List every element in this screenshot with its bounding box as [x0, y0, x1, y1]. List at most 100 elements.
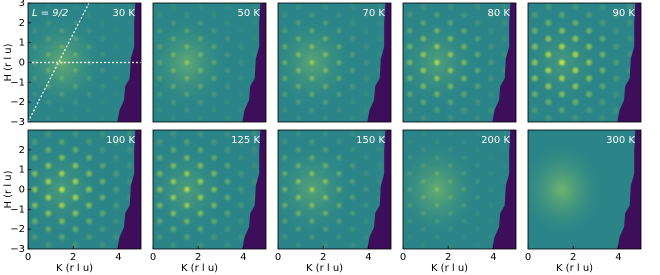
bragg-spot — [157, 248, 163, 249]
bragg-spot — [59, 130, 65, 131]
bragg-spot — [182, 26, 192, 35]
panel-frame — [402, 2, 517, 123]
bragg-spot — [558, 121, 565, 122]
bragg-spot — [280, 153, 290, 163]
bragg-spot — [419, 161, 428, 170]
bragg-spot — [236, 10, 246, 20]
bragg-spot — [209, 232, 219, 242]
bragg-spot — [348, 34, 357, 44]
bragg-spot — [182, 10, 192, 20]
bragg-spot — [236, 26, 246, 35]
bragg-spot — [115, 121, 117, 122]
bragg-spot — [223, 34, 232, 43]
bragg-spot — [182, 232, 192, 242]
bragg-spot — [487, 217, 496, 226]
bragg-spot — [500, 18, 510, 28]
x-tick-label: 0 — [400, 252, 406, 263]
bragg-spot — [236, 184, 246, 195]
bragg-spot — [361, 58, 371, 67]
bragg-spot — [239, 121, 243, 122]
bragg-spot — [515, 121, 516, 122]
bragg-spot — [361, 200, 371, 210]
bragg-spot — [112, 74, 121, 83]
bragg-spot — [486, 26, 496, 36]
bragg-spot — [348, 81, 357, 91]
bragg-spot — [155, 200, 165, 211]
bragg-spot — [57, 90, 66, 99]
bragg-spot — [556, 41, 567, 52]
bragg-spot — [529, 41, 540, 52]
bragg-spot — [321, 193, 330, 202]
bragg-spot — [223, 82, 232, 91]
panel — [153, 3, 266, 122]
bragg-spot — [321, 81, 330, 91]
bragg-spot — [30, 106, 39, 115]
bragg-spot — [97, 176, 108, 187]
bragg-spot — [611, 57, 622, 68]
bragg-spot — [29, 152, 40, 163]
bragg-spot — [556, 9, 567, 20]
bragg-spot — [321, 50, 330, 59]
x-tick-label: 4 — [490, 252, 496, 263]
bragg-spot — [529, 89, 540, 100]
bragg-spot — [405, 42, 415, 52]
bragg-spot — [432, 42, 442, 52]
bragg-spot — [84, 152, 94, 163]
bragg-spot — [584, 9, 594, 20]
bragg-spot — [209, 58, 219, 67]
bragg-spot — [611, 89, 622, 100]
bragg-spot — [168, 208, 179, 218]
no-data-wedge — [117, 3, 141, 122]
bragg-spot — [459, 105, 469, 115]
bragg-spot — [432, 169, 441, 178]
bragg-spot — [418, 81, 428, 91]
bragg-spot — [140, 248, 141, 249]
bragg-spot — [446, 241, 455, 249]
bragg-spot — [294, 66, 303, 75]
bragg-spot — [486, 10, 496, 20]
bragg-spot — [195, 224, 206, 234]
bragg-spot — [570, 3, 581, 12]
bragg-spot — [236, 58, 246, 67]
bragg-spot — [57, 184, 67, 195]
bragg-spot — [334, 58, 344, 67]
bragg-spot — [184, 130, 190, 131]
bragg-spot — [169, 82, 178, 91]
temperature-label: 30 K — [113, 8, 136, 19]
bragg-spot — [111, 152, 121, 163]
bragg-spot — [209, 168, 219, 179]
bragg-spot — [57, 168, 67, 179]
bragg-spot — [310, 121, 314, 122]
bragg-spot — [445, 97, 456, 107]
bragg-spot — [460, 233, 468, 242]
x-tick-label: 4 — [615, 252, 621, 263]
bragg-spot — [405, 185, 414, 194]
bragg-spot — [155, 105, 164, 115]
panel — [153, 130, 266, 249]
bragg-spot — [486, 73, 496, 83]
bragg-spot — [597, 65, 608, 76]
bragg-spot — [473, 145, 482, 154]
bragg-spot — [361, 216, 371, 226]
bragg-spot — [460, 217, 468, 226]
bragg-spot — [182, 200, 192, 211]
bragg-spot — [57, 26, 66, 35]
bragg-spot — [307, 89, 317, 99]
bragg-spot — [57, 106, 66, 115]
bragg-spot — [472, 65, 483, 76]
bragg-spot — [124, 130, 135, 139]
no-data-wedge — [367, 3, 391, 122]
bragg-spot — [31, 248, 38, 249]
bragg-spot — [112, 90, 121, 99]
bragg-spot — [294, 18, 303, 28]
bragg-spot — [405, 26, 415, 36]
y-tick-label: −2 — [10, 224, 25, 235]
bragg-spot — [445, 81, 456, 91]
temperature-label: 100 K — [106, 135, 135, 146]
bragg-spot — [529, 9, 540, 20]
bragg-spot — [597, 33, 608, 44]
x-axis-label: K (r l u) — [556, 263, 593, 274]
bragg-spot — [472, 49, 483, 60]
bragg-spot — [169, 50, 178, 59]
bragg-spot — [280, 26, 290, 36]
